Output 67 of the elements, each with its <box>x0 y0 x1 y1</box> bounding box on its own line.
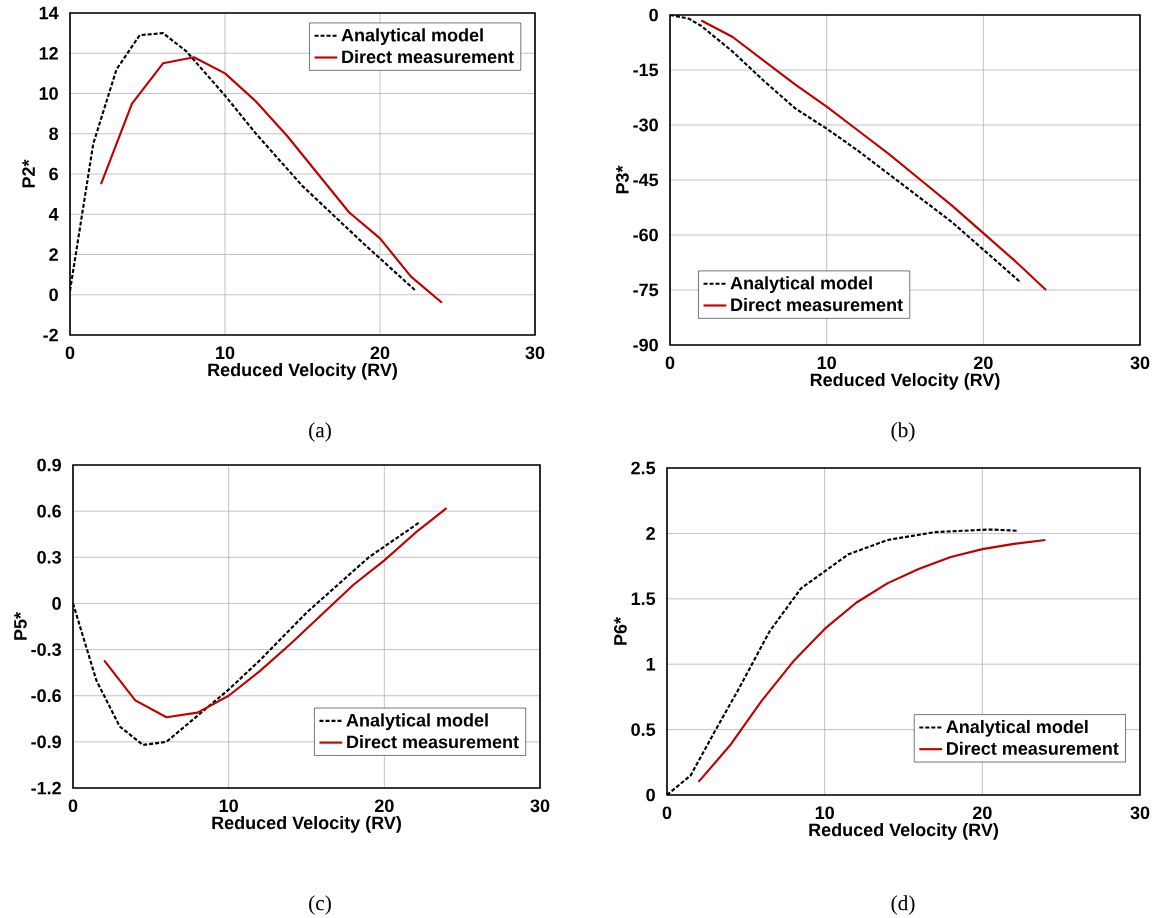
x-tick-label: 10 <box>817 356 836 370</box>
x-tick-label: 30 <box>1130 806 1150 820</box>
legend-label: Direct measurement <box>731 297 903 312</box>
x-tick-label: 30 <box>1130 356 1150 370</box>
y-tick-label: -0.9 <box>31 735 61 749</box>
y-tick-label: 1 <box>646 658 656 671</box>
y-tick-label: -0.6 <box>31 689 61 703</box>
legend-label: Direct measurement <box>342 49 514 64</box>
x-tick-label: 0 <box>662 806 672 820</box>
x-tick-label: 30 <box>525 346 545 360</box>
x-tick-label: 20 <box>972 806 992 820</box>
y-axis-title: P2* <box>22 159 35 188</box>
x-tick-label: 20 <box>370 346 390 360</box>
y-tick-label: 2 <box>49 248 58 261</box>
legend-label: Direct measurement <box>947 741 1119 755</box>
text: (a) <box>309 422 331 442</box>
y-tick-label: -1.2 <box>31 781 61 795</box>
legend-label: Direct measurement <box>347 735 519 749</box>
y-tick-label: 1.5 <box>631 592 656 606</box>
legend-label: Analytical model <box>346 713 488 731</box>
y-tick-label: -0.3 <box>31 643 61 656</box>
y-tick-label: 12 <box>39 46 58 60</box>
x-tick-label: 0 <box>665 356 675 370</box>
x-axis-title: Reduced Velocity (RV) <box>212 815 401 833</box>
x-tick-label: 20 <box>973 356 993 370</box>
x-tick-label: 10 <box>216 346 235 360</box>
y-tick-label: 0 <box>649 8 658 22</box>
y-tick-label: 8 <box>49 127 59 141</box>
legend-label: Analytical model <box>341 28 483 46</box>
text: (d) <box>891 895 915 915</box>
y-tick-label: 0.5 <box>631 723 656 736</box>
y-tick-label: 14 <box>39 6 59 20</box>
text: (b) <box>891 422 915 442</box>
y-tick-label: 0.9 <box>37 458 61 472</box>
x-tick-label: 30 <box>530 799 550 813</box>
y-tick-label: 0.3 <box>37 550 61 564</box>
y-tick-label: 2 <box>646 527 655 540</box>
x-tick-label: 0 <box>65 346 75 360</box>
x-axis-title: Reduced Velocity (RV) <box>208 362 397 380</box>
y-axis-title: P6* <box>614 617 627 645</box>
y-tick-label: 0.6 <box>37 504 61 518</box>
y-tick-label: -45 <box>633 173 659 187</box>
y-tick-label: 0 <box>52 597 61 610</box>
legend-label: Analytical model <box>946 719 1088 737</box>
y-tick-label: 4 <box>48 208 59 221</box>
legend-label: Analytical model <box>730 276 872 294</box>
x-axis-title: Reduced Velocity (RV) <box>809 822 998 840</box>
y-tick-label: 10 <box>39 87 58 100</box>
line-series <box>700 19 1048 292</box>
y-tick-label: 0 <box>646 788 655 802</box>
x-tick-label: 20 <box>374 799 394 813</box>
y-tick-label: -60 <box>633 228 658 242</box>
y-tick-label: 0 <box>49 288 58 302</box>
y-tick-label: 6 <box>49 167 58 181</box>
x-tick-label: 10 <box>219 799 238 813</box>
x-tick-label: 10 <box>815 806 834 820</box>
x-axis-title: Reduced Velocity (RV) <box>810 372 1000 390</box>
y-axis-title: P5* <box>14 612 27 640</box>
y-tick-label: -75 <box>633 283 659 297</box>
y-tick-label: -30 <box>633 118 658 132</box>
y-tick-label: -90 <box>633 338 658 352</box>
text: (c) <box>309 895 331 915</box>
y-tick-label: 2.5 <box>631 461 656 475</box>
y-tick-label: -2 <box>43 328 58 342</box>
x-tick-label: 0 <box>68 799 78 813</box>
y-tick-label: -15 <box>633 63 659 77</box>
y-axis-title: P3* <box>616 165 629 194</box>
